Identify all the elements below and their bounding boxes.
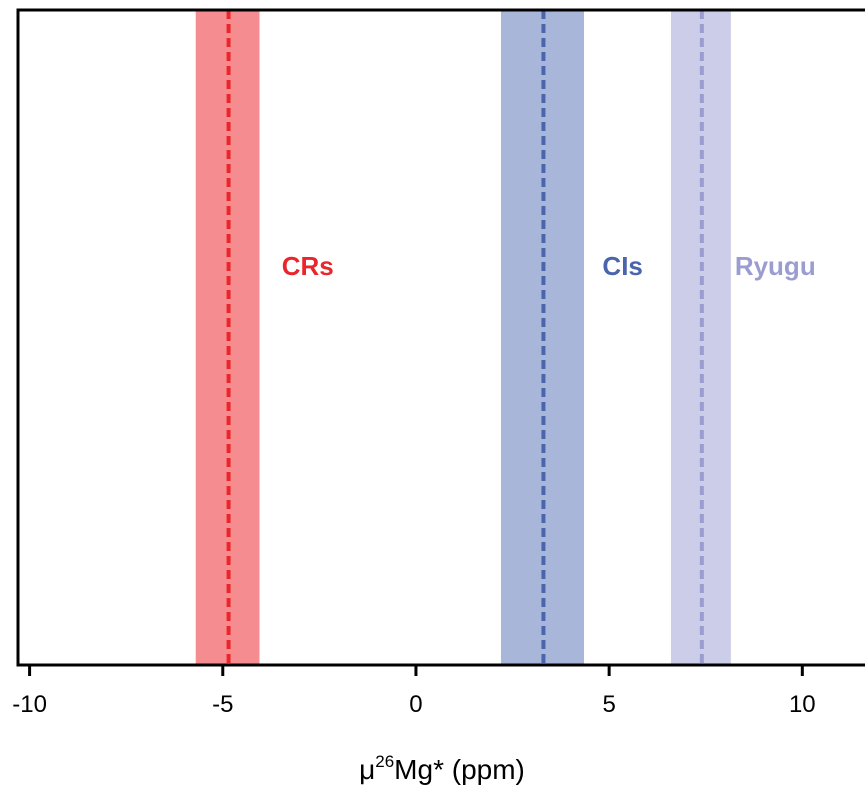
x-axis-label-prefix: μ	[359, 754, 375, 785]
bands-layer	[195, 10, 731, 665]
x-tick-label: -5	[212, 691, 233, 718]
x-tick-label: -10	[12, 691, 47, 718]
mean-lines-layer	[226, 10, 704, 665]
plot-frame	[16, 8, 865, 667]
x-tick-label: 5	[602, 691, 615, 718]
band-label-ryugu: Ryugu	[735, 251, 816, 281]
band-label-crs: CRs	[282, 251, 334, 281]
x-ticks-layer: -10 -5 0 5 10	[12, 665, 816, 718]
x-axis-label-superscript: 26	[375, 752, 394, 771]
x-tick-label: 0	[409, 691, 422, 718]
band-labels-layer: CRs CIs Ryugu	[282, 251, 816, 281]
x-tick-label: 10	[789, 691, 816, 718]
x-axis-label-suffix: Mg* (ppm)	[394, 754, 525, 785]
band-label-cis: CIs	[602, 251, 642, 281]
x-axis-label: μ26Mg* (ppm)	[359, 752, 525, 785]
